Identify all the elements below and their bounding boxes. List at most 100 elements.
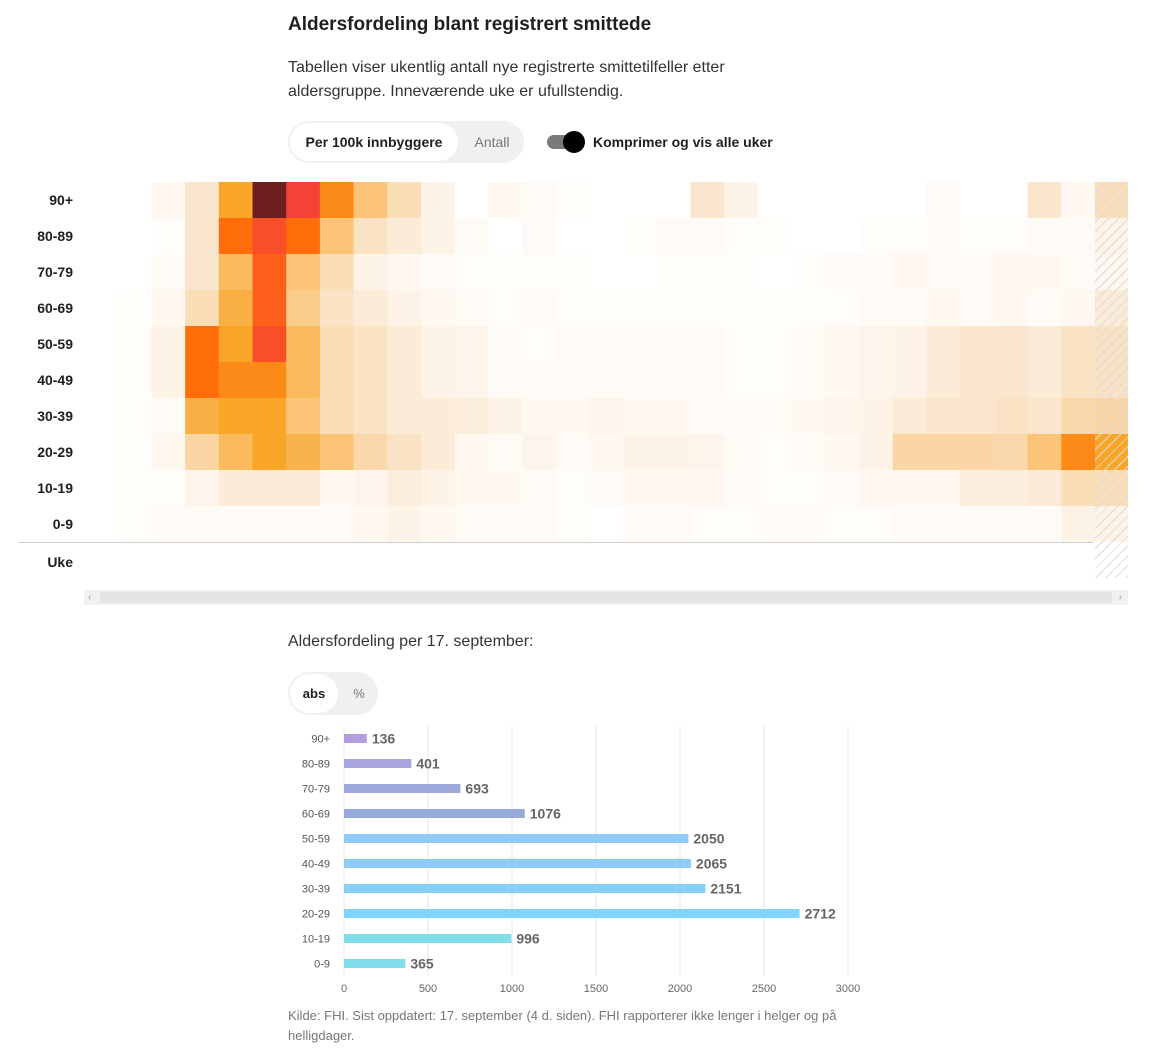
mode-toggle[interactable]: Per 100k innbyggere Antall bbox=[288, 121, 524, 163]
x-tick-label: 1000 bbox=[500, 983, 524, 995]
bar-chart-title: Aldersfordeling per 17. september: bbox=[288, 633, 534, 650]
heatmap-cell bbox=[859, 218, 894, 255]
heatmap-cell bbox=[218, 398, 253, 435]
heatmap-cell bbox=[960, 398, 995, 435]
heatmap-cell bbox=[84, 362, 119, 399]
heatmap-cell bbox=[84, 290, 119, 327]
heatmap-cell bbox=[387, 362, 422, 399]
heatmap-cell bbox=[252, 470, 287, 507]
heatmap-cell bbox=[151, 182, 186, 219]
category-label: 90+ bbox=[311, 734, 330, 746]
heatmap-cell bbox=[859, 434, 894, 471]
heatmap-cell bbox=[555, 470, 590, 507]
percent-option[interactable]: % bbox=[353, 686, 365, 701]
category-label: 60-69 bbox=[302, 809, 330, 821]
heatmap-cell bbox=[656, 254, 692, 291]
heatmap-cell bbox=[319, 434, 355, 471]
heatmap-cell bbox=[1027, 290, 1062, 327]
heatmap-cell bbox=[286, 470, 321, 507]
heatmap-cell bbox=[791, 182, 826, 219]
heatmap-cell bbox=[926, 218, 961, 255]
heatmap-cell bbox=[1027, 254, 1062, 291]
heatmap-cell bbox=[353, 506, 388, 542]
scroll-left-icon[interactable]: ‹ bbox=[88, 592, 92, 603]
scrollbar-thumb[interactable] bbox=[100, 592, 1112, 603]
antall-option[interactable]: Antall bbox=[474, 134, 510, 150]
category-label: 50-59 bbox=[302, 834, 330, 846]
heatmap-cell bbox=[421, 506, 456, 542]
heatmap-cell bbox=[353, 326, 388, 363]
heatmap-cell bbox=[319, 470, 355, 507]
heatmap-cell bbox=[488, 362, 523, 399]
heatmap-cell bbox=[589, 470, 624, 507]
heatmap-cell bbox=[454, 362, 489, 399]
heatmap-cell bbox=[892, 434, 927, 471]
heatmap-cell bbox=[724, 506, 759, 542]
heatmap-cell bbox=[724, 326, 759, 363]
heatmap-cell bbox=[892, 506, 927, 542]
heatmap-cell bbox=[185, 470, 220, 507]
heatmap-cell bbox=[454, 398, 489, 435]
heatmap-cell bbox=[117, 218, 152, 255]
heatmap-cell bbox=[421, 398, 456, 435]
heatmap-cell bbox=[1027, 434, 1062, 471]
heatmap-cell bbox=[690, 290, 725, 327]
per-100k-option[interactable]: Per 100k innbyggere bbox=[288, 121, 460, 163]
heatmap-cell bbox=[758, 398, 793, 435]
heatmap-cell bbox=[993, 362, 1029, 399]
heatmap-cell bbox=[892, 398, 927, 435]
heatmap-cell bbox=[286, 506, 321, 542]
heatmap-cell bbox=[623, 326, 658, 363]
heatmap-cell bbox=[319, 398, 355, 435]
heatmap-cell bbox=[859, 470, 894, 507]
heatmap-cell bbox=[724, 290, 759, 327]
heatmap-cell bbox=[656, 434, 692, 471]
heatmap-cell bbox=[353, 254, 388, 291]
heatmap-cell bbox=[1061, 470, 1096, 507]
category-label: 20-29 bbox=[302, 909, 330, 921]
heatmap-cell bbox=[859, 182, 894, 219]
heatmap-cell bbox=[892, 290, 927, 327]
heatmap-cell bbox=[454, 470, 489, 507]
heatmap-cell bbox=[218, 290, 253, 327]
heatmap-cell bbox=[993, 218, 1029, 255]
compress-switch-label[interactable]: Komprimer og vis alle uker bbox=[593, 134, 773, 150]
heatmap-cell bbox=[690, 506, 725, 542]
heatmap-cell bbox=[151, 470, 186, 507]
heatmap-cell bbox=[555, 218, 590, 255]
heatmap-cell bbox=[859, 290, 894, 327]
bar-value-label: 401 bbox=[416, 756, 440, 772]
abs-option[interactable]: abs bbox=[288, 672, 340, 715]
heatmap-cell bbox=[1061, 254, 1096, 291]
heatmap-cell bbox=[892, 254, 927, 291]
compress-switch[interactable] bbox=[547, 131, 585, 153]
heatmap-cell bbox=[724, 398, 759, 435]
heatmap-cell bbox=[421, 290, 456, 327]
heatmap-cell bbox=[825, 326, 860, 363]
heatmap-cell bbox=[690, 470, 725, 507]
bar bbox=[344, 959, 406, 968]
heatmap-cell bbox=[791, 326, 826, 363]
heatmap-cell bbox=[758, 290, 793, 327]
heatmap-cell bbox=[656, 470, 692, 507]
heatmap-cell bbox=[117, 506, 152, 542]
heatmap-cell bbox=[117, 254, 152, 291]
heatmap-cell bbox=[623, 290, 658, 327]
heatmap-cell bbox=[488, 506, 523, 542]
horizontal-scrollbar[interactable]: ‹ › bbox=[84, 590, 1128, 605]
heatmap-cell bbox=[421, 362, 456, 399]
heatmap-cell bbox=[185, 290, 220, 327]
heatmap-cell bbox=[892, 182, 927, 219]
unit-toggle[interactable]: abs % bbox=[288, 672, 378, 715]
heatmap-row-label: 0-9 bbox=[52, 516, 73, 532]
heatmap-cell bbox=[488, 398, 523, 435]
heatmap-cell bbox=[319, 218, 355, 255]
scroll-right-icon[interactable]: › bbox=[1118, 592, 1122, 603]
heatmap-cell bbox=[1061, 182, 1096, 219]
heatmap-cell bbox=[993, 398, 1029, 435]
heatmap-cell bbox=[1027, 326, 1062, 363]
heatmap-cell bbox=[488, 218, 523, 255]
heatmap-cell bbox=[252, 506, 287, 542]
heatmap-cell bbox=[151, 506, 186, 542]
heatmap-cell bbox=[488, 254, 523, 291]
